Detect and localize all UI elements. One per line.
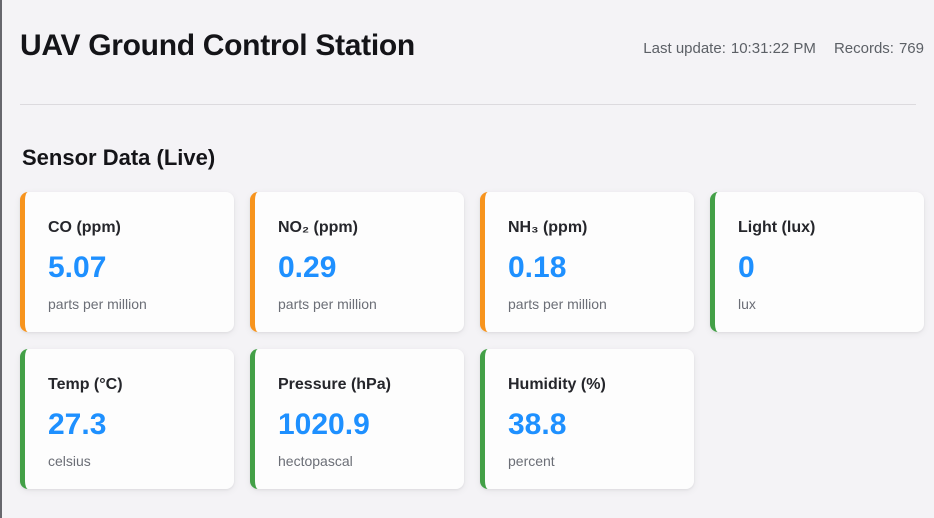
sensor-card-value: 0.18 <box>508 251 567 285</box>
records-value: 769 <box>898 39 924 57</box>
header-divider <box>20 104 916 105</box>
sensor-card: NO₂ (ppm) 0.29 parts per million <box>250 192 464 333</box>
sensor-card: Pressure (hPa) 1020.9 hectopascal <box>250 349 464 490</box>
sensor-grid: CO (ppm) 5.07 parts per million NO₂ (ppm… <box>20 192 924 490</box>
sensor-card-unit: hectopascal <box>278 453 353 470</box>
sensor-card-title: NH₃ (ppm) <box>508 219 588 237</box>
sensor-card-value: 0.29 <box>278 251 337 285</box>
app-root: UAV Ground Control Station Last update: … <box>20 0 924 490</box>
sensor-card: NH₃ (ppm) 0.18 parts per million <box>480 192 694 333</box>
sensor-card-title: Humidity (%) <box>508 376 606 394</box>
last-update-label: Last update: <box>643 39 726 57</box>
sensor-card: Humidity (%) 38.8 percent <box>480 349 694 490</box>
sensor-card-title: Light (lux) <box>738 219 816 237</box>
sensor-card-unit: lux <box>738 296 756 313</box>
records-label: Records: <box>833 39 894 57</box>
sensor-card-unit: parts per million <box>48 296 147 313</box>
records: Records: 769 <box>834 40 924 57</box>
sensor-card-unit: celsius <box>48 453 91 470</box>
window-left-edge <box>0 0 2 518</box>
sensor-card-title: NO₂ (ppm) <box>278 219 358 237</box>
sensor-card-value: 38.8 <box>508 408 567 442</box>
sensor-card-unit: parts per million <box>278 296 377 313</box>
sensor-card-title: Pressure (hPa) <box>278 376 391 394</box>
last-update-time: 10:31:22 PM <box>730 39 816 57</box>
header: UAV Ground Control Station Last update: … <box>20 0 924 66</box>
sensor-card-value: 5.07 <box>48 251 107 285</box>
sensor-card-value: 1020.9 <box>278 408 370 442</box>
sensor-card: CO (ppm) 5.07 parts per million <box>20 192 234 333</box>
sensor-card-title: CO (ppm) <box>48 219 121 237</box>
sensor-card-unit: parts per million <box>508 296 607 313</box>
sensor-card: Light (lux) 0 lux <box>710 192 924 333</box>
section-title: Sensor Data (Live) <box>22 145 216 170</box>
page-title: UAV Ground Control Station <box>20 29 415 62</box>
header-meta: Last update: 10:31:22 PM Records: 769 <box>643 36 924 57</box>
sensor-card-value: 27.3 <box>48 408 107 442</box>
last-update: Last update: 10:31:22 PM <box>643 40 816 57</box>
sensor-card-value: 0 <box>738 251 755 285</box>
sensor-card-title: Temp (°C) <box>48 376 123 394</box>
sensor-card: Temp (°C) 27.3 celsius <box>20 349 234 490</box>
sensor-card-unit: percent <box>508 453 555 470</box>
